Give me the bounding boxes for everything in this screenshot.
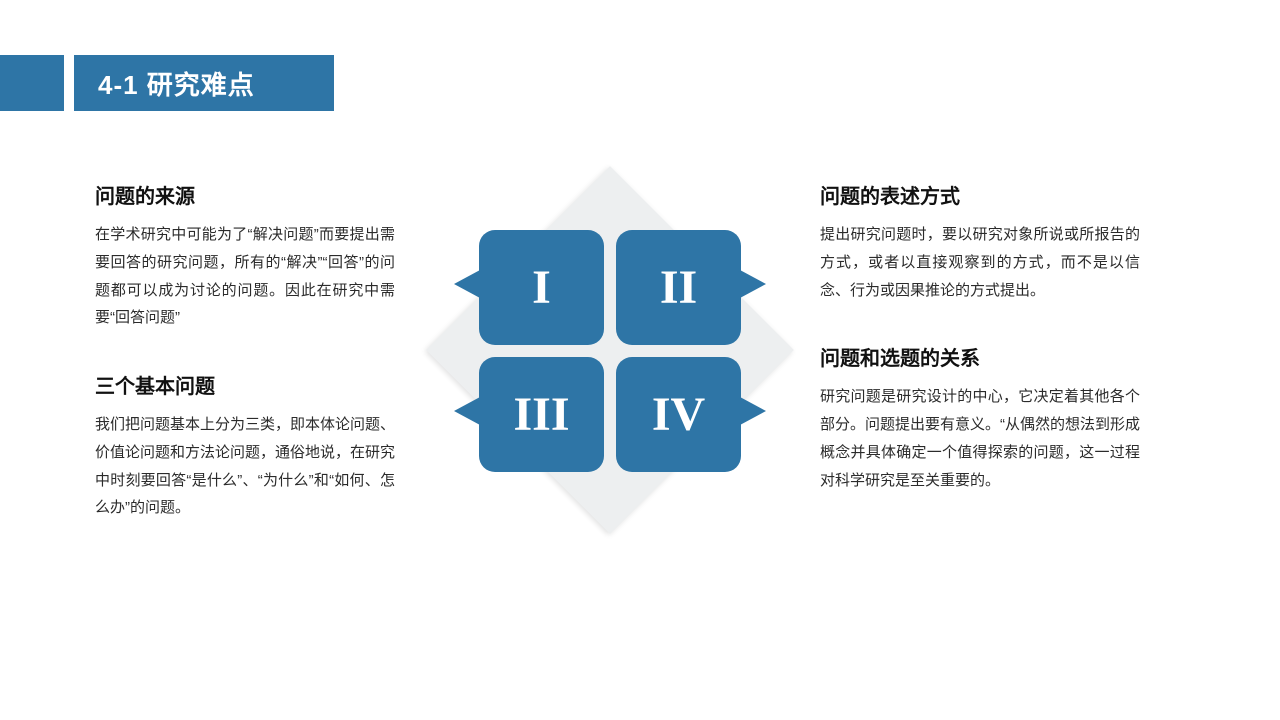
tile-ii: II	[616, 230, 741, 345]
pointer-right-top-icon	[740, 270, 766, 298]
roman-numeral: I	[532, 260, 551, 315]
block-title: 问题的来源	[95, 180, 395, 209]
block-three-questions: 三个基本问题 我们把问题基本上分为三类，即本体论问题、价值论问题和方法论问题，通…	[95, 370, 395, 522]
block-body: 在学术研究中可能为了“解决问题”而要提出需要回答的研究问题，所有的“解决”“回答…	[95, 221, 395, 332]
roman-numeral: III	[513, 387, 569, 442]
roman-numeral: IV	[652, 387, 705, 442]
pointer-right-bottom-icon	[740, 397, 766, 425]
right-column: 问题的表述方式 提出研究问题时，要以研究对象所说或所报告的方式，或者以直接观察到…	[820, 180, 1140, 532]
block-title: 问题和选题的关系	[820, 342, 1140, 371]
header-bar: 4-1 研究难点	[74, 55, 334, 111]
slide-title: 4-1 研究难点	[98, 65, 255, 102]
block-body: 提出研究问题时，要以研究对象所说或所报告的方式，或者以直接观察到的方式，而不是以…	[820, 221, 1140, 304]
diamond-bg	[426, 166, 794, 534]
pointer-left-top-icon	[454, 270, 480, 298]
block-title: 问题的表述方式	[820, 180, 1140, 209]
tile-iv: IV	[616, 357, 741, 472]
center-figure: I II III IV	[430, 170, 790, 530]
block-body: 我们把问题基本上分为三类，即本体论问题、价值论问题和方法论问题，通俗地说，在研究…	[95, 411, 395, 522]
tile-iii: III	[479, 357, 604, 472]
roman-numeral: II	[660, 260, 697, 315]
block-body: 研究问题是研究设计的中心，它决定着其他各个部分。问题提出要有意义。“从偶然的想法…	[820, 383, 1140, 494]
block-title: 三个基本问题	[95, 370, 395, 399]
block-relation: 问题和选题的关系 研究问题是研究设计的中心，它决定着其他各个部分。问题提出要有意…	[820, 342, 1140, 494]
header-accent-strip	[0, 55, 64, 111]
block-source: 问题的来源 在学术研究中可能为了“解决问题”而要提出需要回答的研究问题，所有的“…	[95, 180, 395, 332]
left-column: 问题的来源 在学术研究中可能为了“解决问题”而要提出需要回答的研究问题，所有的“…	[95, 180, 395, 560]
block-expression: 问题的表述方式 提出研究问题时，要以研究对象所说或所报告的方式，或者以直接观察到…	[820, 180, 1140, 304]
pointer-left-bottom-icon	[454, 397, 480, 425]
tile-i: I	[479, 230, 604, 345]
